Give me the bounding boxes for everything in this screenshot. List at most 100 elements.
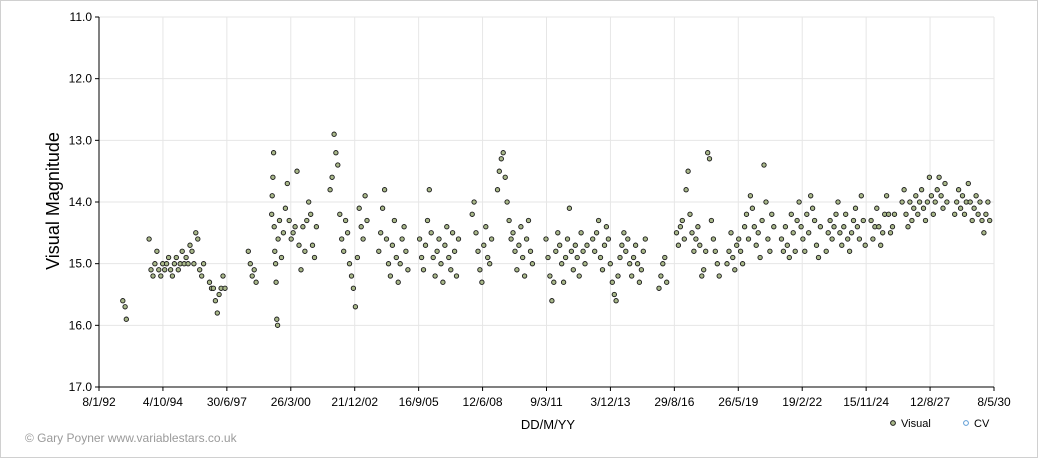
visual-data-point (788, 211, 794, 217)
visual-data-point (471, 199, 477, 205)
visual-data-point (697, 242, 703, 248)
visual-data-point (525, 217, 532, 224)
visual-data-point (918, 187, 925, 193)
x-tick-label: 8/5/30 (977, 395, 1011, 409)
visual-data-point (732, 267, 738, 273)
visual-data-point (737, 248, 744, 254)
y-tick-label: 12.0 (69, 72, 93, 86)
data-points (120, 131, 993, 328)
visual-data-point (284, 180, 290, 187)
visual-data-point (481, 242, 487, 248)
visual-data-point (210, 285, 217, 291)
y-tick-label: 11.0 (70, 10, 93, 24)
visual-data-point (477, 267, 483, 273)
visual-data-point (162, 267, 168, 273)
visual-data-point (292, 224, 298, 230)
visual-data-point (150, 273, 156, 279)
x-tick-label: 8/1/92 (82, 395, 116, 409)
visual-data-point (959, 193, 966, 199)
visual-data-point (926, 174, 933, 180)
visual-data-point (745, 236, 752, 242)
visual-data-point (969, 217, 975, 224)
visual-data-point (973, 193, 979, 199)
visual-data-point (691, 248, 697, 254)
visual-data-point (862, 242, 868, 248)
visual-data-point (710, 236, 717, 242)
visual-data-point (453, 273, 460, 279)
visual-data-point (593, 230, 600, 236)
visual-data-point (496, 168, 502, 174)
visual-data-point (878, 242, 884, 248)
visual-data-point (623, 248, 629, 254)
visual-data-point (154, 248, 160, 254)
visual-data-point (379, 205, 386, 211)
visual-data-point (660, 261, 666, 267)
visual-data-point (835, 199, 841, 205)
visual-data-point (922, 217, 929, 224)
visual-data-point (288, 236, 294, 242)
visual-data-point (852, 205, 859, 211)
visual-data-point (518, 224, 524, 230)
visual-data-point (934, 187, 940, 193)
visual-data-point (603, 224, 610, 230)
visual-data-point (771, 224, 777, 230)
visual-data-point (981, 230, 987, 236)
visual-data-point (769, 211, 775, 217)
visual-data-point (362, 193, 368, 199)
visual-data-point (274, 316, 280, 322)
visual-data-point (354, 254, 361, 261)
visual-data-point (360, 236, 366, 242)
visual-data-point (874, 205, 880, 211)
visual-data-point (734, 242, 740, 248)
x-tick-label: 26/3/00 (271, 395, 311, 409)
visual-data-point (977, 199, 983, 205)
visual-data-point (173, 254, 179, 261)
visual-data-point (399, 236, 405, 242)
visual-data-point (615, 273, 621, 279)
visual-data-point (642, 236, 648, 242)
y-tick-label: 15.0 (69, 257, 93, 271)
visual-data-point (329, 174, 335, 180)
visual-data-point (175, 267, 181, 273)
visual-data-point (843, 211, 849, 217)
visual-data-point (905, 224, 911, 230)
visual-data-point (214, 310, 220, 316)
visual-data-point (549, 298, 555, 304)
visual-data-point (296, 242, 302, 248)
visual-data-point (253, 279, 259, 285)
visual-data-point (817, 224, 824, 230)
visual-data-point (300, 224, 306, 230)
visual-data-point (446, 254, 452, 261)
visual-data-point (695, 224, 701, 230)
visual-data-point (483, 224, 489, 230)
visual-data-point (971, 205, 977, 211)
visual-data-point (965, 180, 971, 187)
visual-data-point (701, 267, 707, 273)
visual-data-point (794, 217, 800, 224)
visual-data-point (705, 150, 711, 156)
visual-data-point (901, 187, 907, 193)
visual-data-point (681, 236, 687, 242)
visual-data-point (199, 273, 205, 279)
visual-data-point (630, 254, 637, 261)
visual-data-point (560, 279, 567, 285)
x-tick-label: 3/12/13 (590, 395, 630, 409)
visual-data-point (197, 267, 203, 273)
visual-data-point (506, 217, 512, 224)
visual-data-point (286, 217, 292, 224)
visual-data-point (502, 174, 508, 180)
visual-data-point (222, 285, 228, 291)
visual-data-point (311, 254, 318, 261)
visual-data-point (985, 199, 991, 205)
visual-data-point (592, 248, 598, 254)
visual-data-point (306, 199, 312, 205)
visual-data-point (662, 254, 668, 261)
visual-data-point (416, 236, 423, 242)
visual-data-point (627, 261, 633, 267)
visual-data-point (510, 230, 516, 236)
visual-data-point (432, 273, 438, 279)
visual-data-point (562, 254, 569, 261)
visual-data-point (403, 248, 409, 254)
visual-data-point (341, 248, 347, 254)
visual-data-point (426, 187, 432, 193)
